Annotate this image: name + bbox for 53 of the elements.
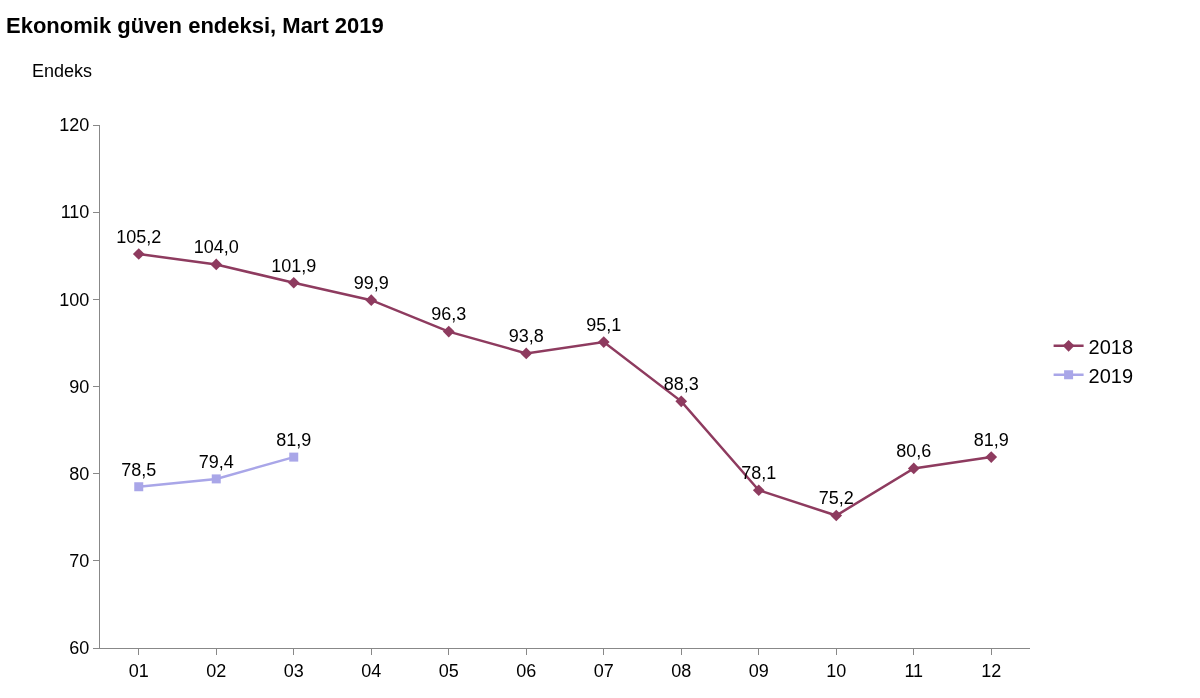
x-tick-label: 04	[361, 660, 382, 681]
data-label: 96,3	[431, 304, 467, 325]
point	[675, 395, 688, 408]
point	[132, 248, 145, 260]
data-label: 78,5	[121, 459, 157, 480]
data-label: 99,9	[353, 273, 389, 294]
y-axis-title: Endeks	[32, 61, 93, 81]
x-tick-label: 08	[671, 660, 692, 681]
legend-label: 2019	[1088, 364, 1134, 387]
data-label: 105,2	[116, 226, 162, 247]
point	[830, 509, 843, 522]
data-label: 75,2	[818, 488, 854, 509]
data-label: 80,6	[896, 441, 932, 462]
point	[365, 294, 378, 307]
x-tick-label: 02	[206, 660, 227, 681]
point	[287, 276, 300, 289]
y-tick-label: 70	[69, 551, 90, 572]
point	[907, 462, 920, 475]
point	[985, 451, 998, 463]
data-label: 101,9	[271, 255, 317, 276]
legend-label: 2018	[1088, 335, 1134, 358]
y-tick-label: 60	[69, 638, 90, 659]
point	[134, 482, 144, 492]
data-label: 104,0	[193, 237, 239, 258]
x-tick-label: 12	[981, 660, 1002, 681]
x-tick-label: 05	[438, 660, 459, 681]
data-label: 93,8	[508, 326, 544, 347]
y-tick-label: 90	[69, 376, 90, 397]
chart-title: Ekonomik güven endeksi, Mart 2019	[6, 12, 384, 38]
point	[520, 347, 533, 360]
y-tick-label: 110	[60, 202, 90, 223]
data-label: 81,9	[973, 429, 1009, 450]
point	[211, 474, 221, 484]
data-label: 88,3	[663, 374, 699, 395]
point	[289, 452, 299, 462]
data-label: 95,1	[586, 314, 622, 335]
x-tick-label: 09	[748, 660, 769, 681]
data-label: 81,9	[276, 429, 312, 450]
point	[752, 484, 765, 497]
x-tick-label: 07	[593, 660, 614, 681]
x-tick-label: 06	[516, 660, 537, 681]
x-tick-label: 10	[826, 660, 847, 681]
data-label: 79,4	[198, 451, 234, 472]
x-tick-label: 11	[904, 660, 924, 681]
x-tick-label: 01	[128, 660, 149, 681]
point	[597, 336, 610, 348]
point	[210, 258, 223, 271]
data-label: 78,1	[741, 463, 777, 484]
y-tick-label: 80	[69, 463, 90, 484]
y-tick-label: 120	[59, 115, 90, 136]
x-tick-label: 03	[283, 660, 304, 681]
point	[442, 325, 455, 338]
y-tick-label: 100	[59, 289, 90, 310]
